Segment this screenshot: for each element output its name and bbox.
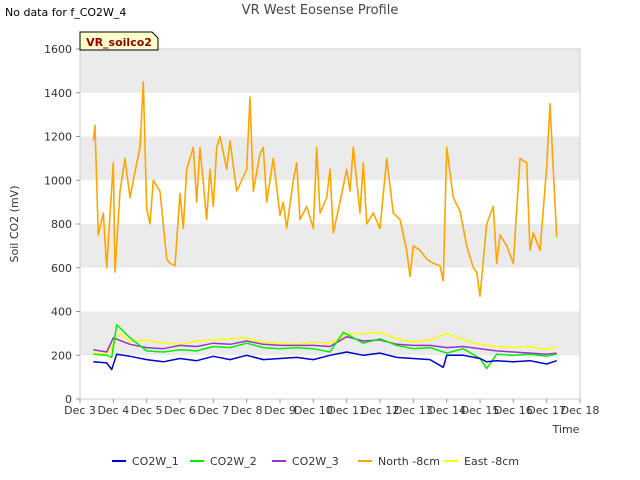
- legend-label: North -8cm: [378, 455, 440, 468]
- x-tick-label: Dec 15: [461, 404, 500, 417]
- y-tick-label: 1600: [44, 43, 72, 56]
- x-axis-label: Time: [552, 423, 580, 436]
- series-line-east-8cm: [93, 331, 557, 355]
- y-tick-label: 600: [51, 262, 72, 275]
- x-tick-label: Dec 3: [64, 404, 96, 417]
- legend-item: CO2W_1: [112, 455, 179, 468]
- chart-title: VR West Eosense Profile: [241, 3, 399, 18]
- x-tick-label: Dec 12: [361, 404, 400, 417]
- badge-box: [79, 31, 159, 51]
- legend-item: East -8cm: [444, 455, 519, 468]
- grid-band: [80, 49, 580, 93]
- x-tick-label: Dec 13: [394, 404, 433, 417]
- series-line-north-8cm: [92, 81, 558, 298]
- x-tick-label: Dec 8: [231, 404, 263, 417]
- badge-label: VR_soilco2: [86, 36, 152, 49]
- y-axis-label: Soil CO2 (mV): [8, 186, 21, 263]
- x-tick-label: Dec 6: [164, 404, 196, 417]
- legend-item: CO2W_3: [272, 455, 339, 468]
- series-layer: [92, 81, 558, 371]
- x-tick-label: Dec 4: [97, 404, 129, 417]
- y-tick-label: 0: [65, 393, 72, 406]
- legend-label: CO2W_3: [292, 455, 339, 468]
- legend: CO2W_1 CO2W_2 CO2W_3 North -8cm East -8cm: [112, 455, 519, 468]
- legend-label: CO2W_2: [210, 455, 257, 468]
- no-data-note: No data for f_CO2W_4: [5, 6, 127, 19]
- station-badge: VR_soilco2: [79, 31, 159, 51]
- x-tick-label: Dec 11: [327, 404, 366, 417]
- x-tick-label: Dec 16: [494, 404, 533, 417]
- grid-band: [80, 224, 580, 268]
- series-line-co2w-3: [93, 335, 557, 355]
- legend-label: CO2W_1: [132, 455, 179, 468]
- series-line-co2w-1: [93, 351, 557, 371]
- x-tick-label: Dec 7: [197, 404, 229, 417]
- y-tick-label: 1200: [44, 131, 72, 144]
- y-tick-label: 1400: [44, 87, 72, 100]
- x-tick-label: Dec 5: [131, 404, 163, 417]
- x-tick-label: Dec 9: [264, 404, 296, 417]
- plot-bands: [80, 49, 580, 356]
- legend-label: East -8cm: [464, 455, 519, 468]
- legend-item: North -8cm: [358, 455, 440, 468]
- y-tick-label: 200: [51, 349, 72, 362]
- y-tick-label: 1000: [44, 174, 72, 187]
- x-tick-label: Dec 18: [561, 404, 600, 417]
- series-line-co2w-2: [93, 323, 557, 370]
- x-tick-label: Dec 10: [294, 404, 333, 417]
- x-tick-label: Dec 14: [427, 404, 466, 417]
- x-tick-label: Dec 17: [527, 404, 566, 417]
- legend-item: CO2W_2: [190, 455, 257, 468]
- y-tick-label: 800: [51, 218, 72, 231]
- y-tick-label: 400: [51, 306, 72, 319]
